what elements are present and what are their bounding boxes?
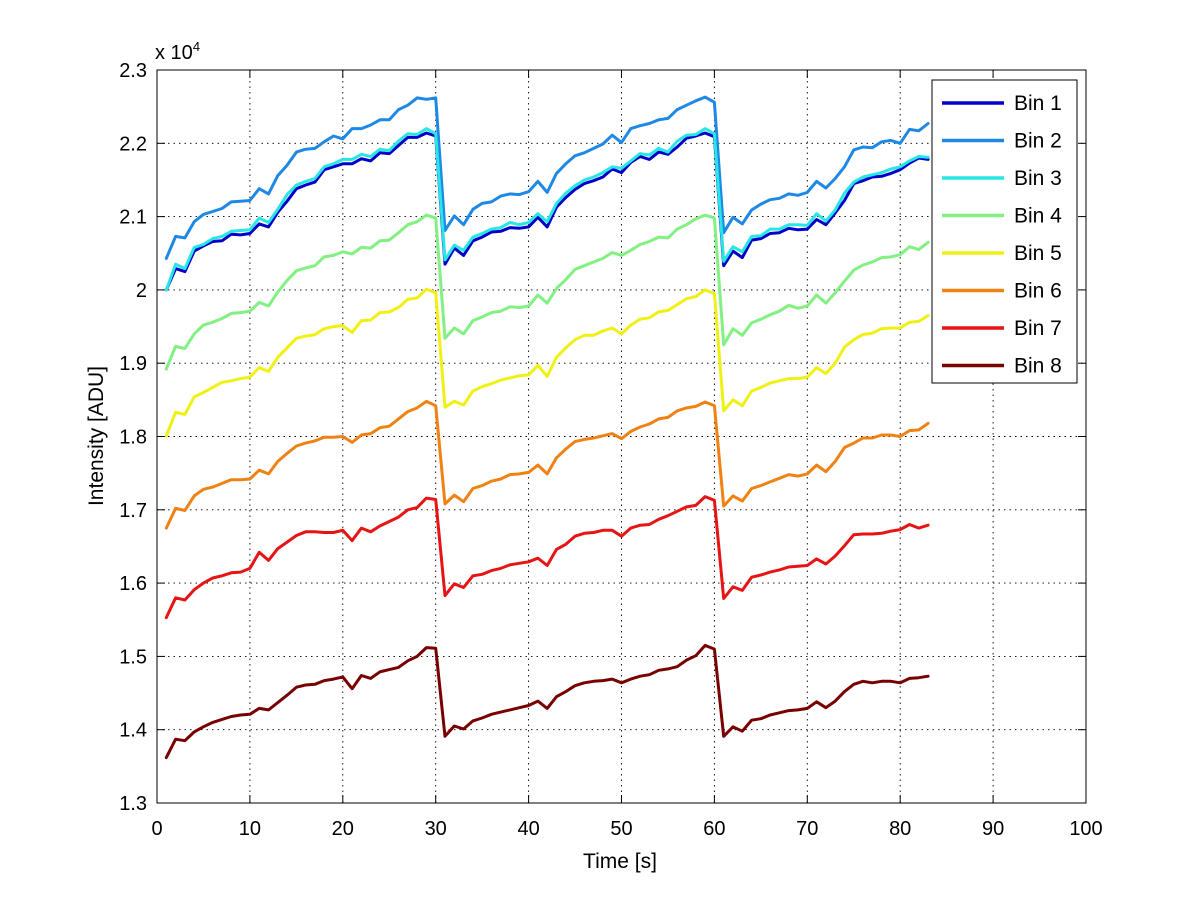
x-tick-label: 80	[889, 818, 911, 840]
x-tick-label: 100	[1069, 818, 1102, 840]
y-tick-label: 2.1	[119, 207, 147, 229]
series-line-bin-1	[164, 131, 930, 292]
series-line-bin-3	[164, 127, 930, 292]
y-tick-label: 1.6	[119, 573, 147, 595]
series-line-bin-5	[164, 287, 930, 438]
series-line-bin-8	[164, 643, 930, 760]
y-tick-label: 2	[136, 280, 147, 302]
y-exponent-label: x 104	[155, 39, 200, 64]
y-axis-ticks: 1.3 1.4 1.5 1.6 1.7 1.8 1.9 2 2.1 2.2 2.3	[119, 60, 1086, 815]
y-tick-label: 1.5	[119, 646, 147, 668]
y-tick-label: 2.3	[119, 60, 147, 82]
x-axis-label: Time [s]	[583, 850, 657, 873]
series-line-bin-7	[164, 495, 930, 620]
x-tick-label: 0	[151, 818, 162, 840]
x-tick-label: 40	[517, 818, 539, 840]
y-tick-label: 1.9	[119, 353, 147, 375]
legend-box	[931, 79, 1078, 384]
y-tick-label: 1.4	[119, 720, 147, 742]
legend-label-bin-4: Bin 4	[1014, 205, 1062, 228]
legend-label-bin-7: Bin 7	[1014, 317, 1062, 340]
legend-label-bin-1: Bin 1	[1014, 92, 1062, 115]
legend-label-bin-6: Bin 6	[1014, 280, 1062, 303]
y-tick-label: 1.7	[119, 500, 147, 522]
x-tick-label: 20	[332, 818, 354, 840]
y-tick-label: 1.8	[119, 427, 147, 449]
x-tick-label: 50	[610, 818, 632, 840]
legend: Bin 1 Bin 2 Bin 3 Bin 4 Bin 5 Bin 6 Bin 7 Bin 8	[931, 79, 1078, 384]
y-tick-label: 1.3	[119, 793, 147, 815]
x-tick-label: 70	[796, 818, 818, 840]
y-axis-label: Intensity [ADU]	[85, 366, 108, 506]
legend-label-bin-2: Bin 2	[1014, 130, 1062, 153]
series-lines	[164, 95, 930, 760]
legend-label-bin-3: Bin 3	[1014, 167, 1062, 190]
y-exponent-base: x 10	[155, 42, 193, 64]
series-line-bin-6	[164, 399, 930, 530]
legend-label-bin-5: Bin 5	[1014, 242, 1062, 265]
y-tick-label: 2.2	[119, 133, 147, 155]
x-tick-label: 60	[703, 818, 725, 840]
x-tick-label: 90	[982, 818, 1004, 840]
x-tick-label: 10	[239, 818, 261, 840]
series-line-bin-4	[164, 213, 930, 371]
legend-label-bin-8: Bin 8	[1014, 355, 1062, 378]
x-axis-ticks: 0 10 20 30 40 50 60 70 80 90 100	[151, 70, 1103, 840]
series-line-bin-2	[164, 95, 930, 260]
x-tick-label: 30	[425, 818, 447, 840]
y-exponent-power: 4	[193, 39, 200, 54]
